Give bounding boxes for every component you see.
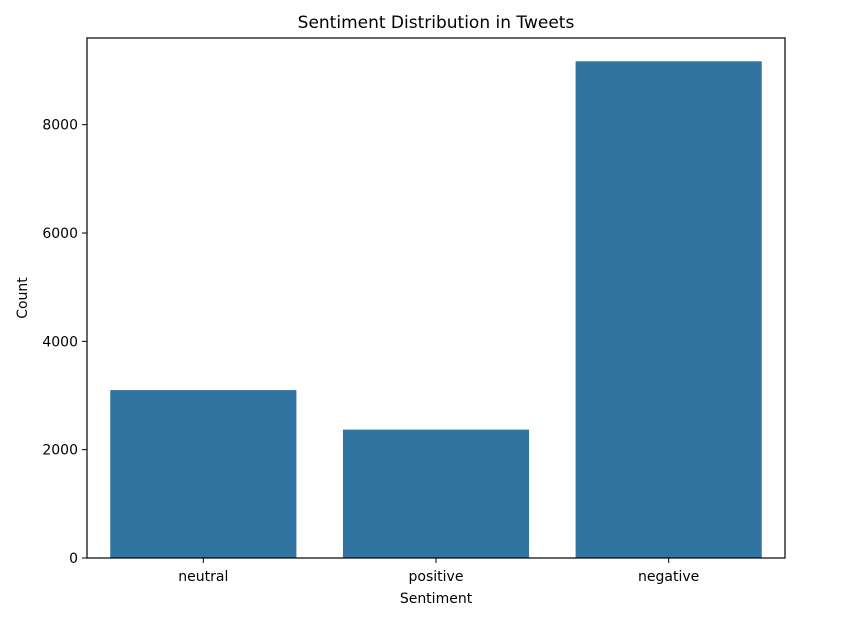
x-tick-label-negative: negative [638,569,699,585]
bar-neutral [110,390,297,558]
x-tick-label-positive: positive [409,569,464,585]
x-tick-label-neutral: neutral [178,569,228,585]
y-tick-label-0: 0 [69,551,78,567]
chart-title: Sentiment Distribution in Tweets [298,13,575,33]
y-tick-label-8000: 8000 [42,118,78,134]
y-tick-label-4000: 4000 [42,334,78,350]
plot-frame [86,37,786,559]
y-axis-ticks: 0 2000 4000 6000 8000 [42,118,87,567]
bar-positive [342,429,530,558]
x-axis-ticks: neutral positive negative [178,558,699,585]
y-axis-label: Count [15,277,31,319]
y-tick-label-2000: 2000 [42,443,78,459]
bars-layer [110,61,762,559]
x-axis-label: Sentiment [400,591,473,607]
y-tick-label-6000: 6000 [42,226,78,242]
bar-negative [575,61,762,559]
